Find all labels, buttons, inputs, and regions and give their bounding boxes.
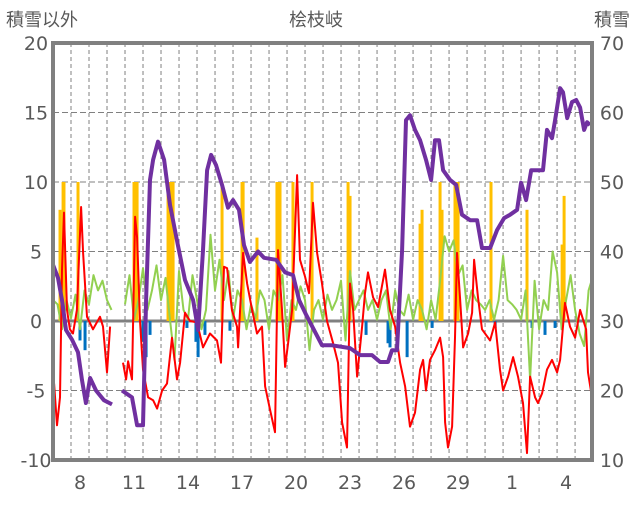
blue-bar [553,321,557,328]
right-y-tick-label: 70 [600,33,624,55]
orange-bar [456,182,460,321]
left-y-tick-label: 0 [30,311,42,333]
snow_depth-line [51,86,592,428]
blue-bar [386,321,390,344]
orange-bar [348,195,352,321]
blue-bar [78,321,82,341]
x-tick-label: 23 [338,472,362,494]
x-tick-label: 29 [446,472,470,494]
blue-bar [196,321,200,358]
orange-bar [420,209,424,321]
x-tick-label: 14 [176,472,200,494]
blue-bar [228,321,232,331]
blue-bar [388,321,392,348]
right-axis-title: 積雪 [594,10,630,31]
orange-bar [171,182,175,321]
orange-bar [346,182,350,321]
orange-bar [166,182,170,321]
blue-bar [185,321,189,328]
orange-bar [220,182,224,321]
orange-bar [438,182,442,321]
blue-bar [203,321,207,335]
orange-bar [241,182,245,321]
x-tick-label: 17 [230,472,254,494]
x-tick-label: 1 [506,472,518,494]
orange-bar [58,209,62,321]
x-tick-label: 20 [284,472,308,494]
orange-bar [278,182,282,321]
orange-bar [291,182,295,321]
x-tick-label: 8 [74,472,86,494]
lines-layer [51,86,593,455]
left-axis-title: 積雪以外 [6,10,78,31]
left-y-tick-label: -10 [20,450,51,472]
orange-bar [275,182,279,321]
right-y-tick-label: 20 [600,381,624,403]
orange-bar [525,209,529,321]
right-y-tick-label: 40 [600,242,624,264]
x-tick-label: 4 [560,472,572,494]
blue-bar [430,321,434,328]
orange-bar [418,223,422,321]
orange-bar [310,182,314,321]
blue-bar [194,321,198,342]
blue-bar [148,321,152,335]
left-y-tick-label: 15 [24,103,48,125]
right-y-tick-label: 60 [600,103,624,125]
green-line [52,233,593,381]
orange-bar [255,237,259,321]
right-y-tick-label: 30 [600,311,624,333]
left-y-tick-label: 20 [24,33,48,55]
blue-bar [83,321,87,351]
blue-bar [543,321,547,335]
left-y-tick-label: -5 [27,381,46,403]
orange-bar [168,182,172,321]
orange-bar [562,195,566,321]
orange-bar [76,182,80,321]
orange-bar [133,182,137,321]
orange-bar [62,182,66,321]
blue-bar [405,321,409,358]
x-tick-label: 11 [122,472,146,494]
blue-bar [141,321,145,342]
orange-bar [560,244,564,321]
orange-bar [489,182,493,321]
blue-bar [364,321,368,335]
left-y-tick-label: 5 [30,242,42,264]
right-y-tick-label: 50 [600,172,624,194]
plot-frame [51,41,594,462]
left-y-tick-label: 10 [24,172,48,194]
right-y-tick-label: 10 [600,450,624,472]
x-tick-label: 26 [392,472,416,494]
chart-title: 桧枝岐 [289,10,343,31]
